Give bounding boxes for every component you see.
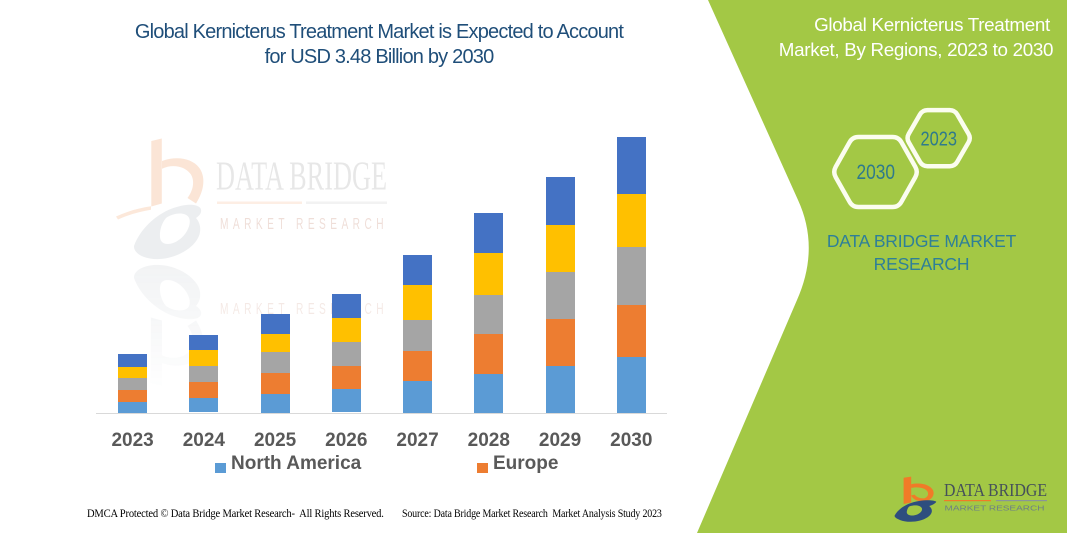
svg-text:2023: 2023	[921, 129, 958, 151]
svg-text:MARKET RESEARCH: MARKET RESEARCH	[945, 506, 1045, 513]
svg-text:2030: 2030	[857, 161, 896, 184]
svg-text:DATA BRIDGE: DATA BRIDGE	[944, 480, 1047, 500]
svg-text:MARKET RESEARCH: MARKET RESEARCH	[220, 301, 388, 318]
